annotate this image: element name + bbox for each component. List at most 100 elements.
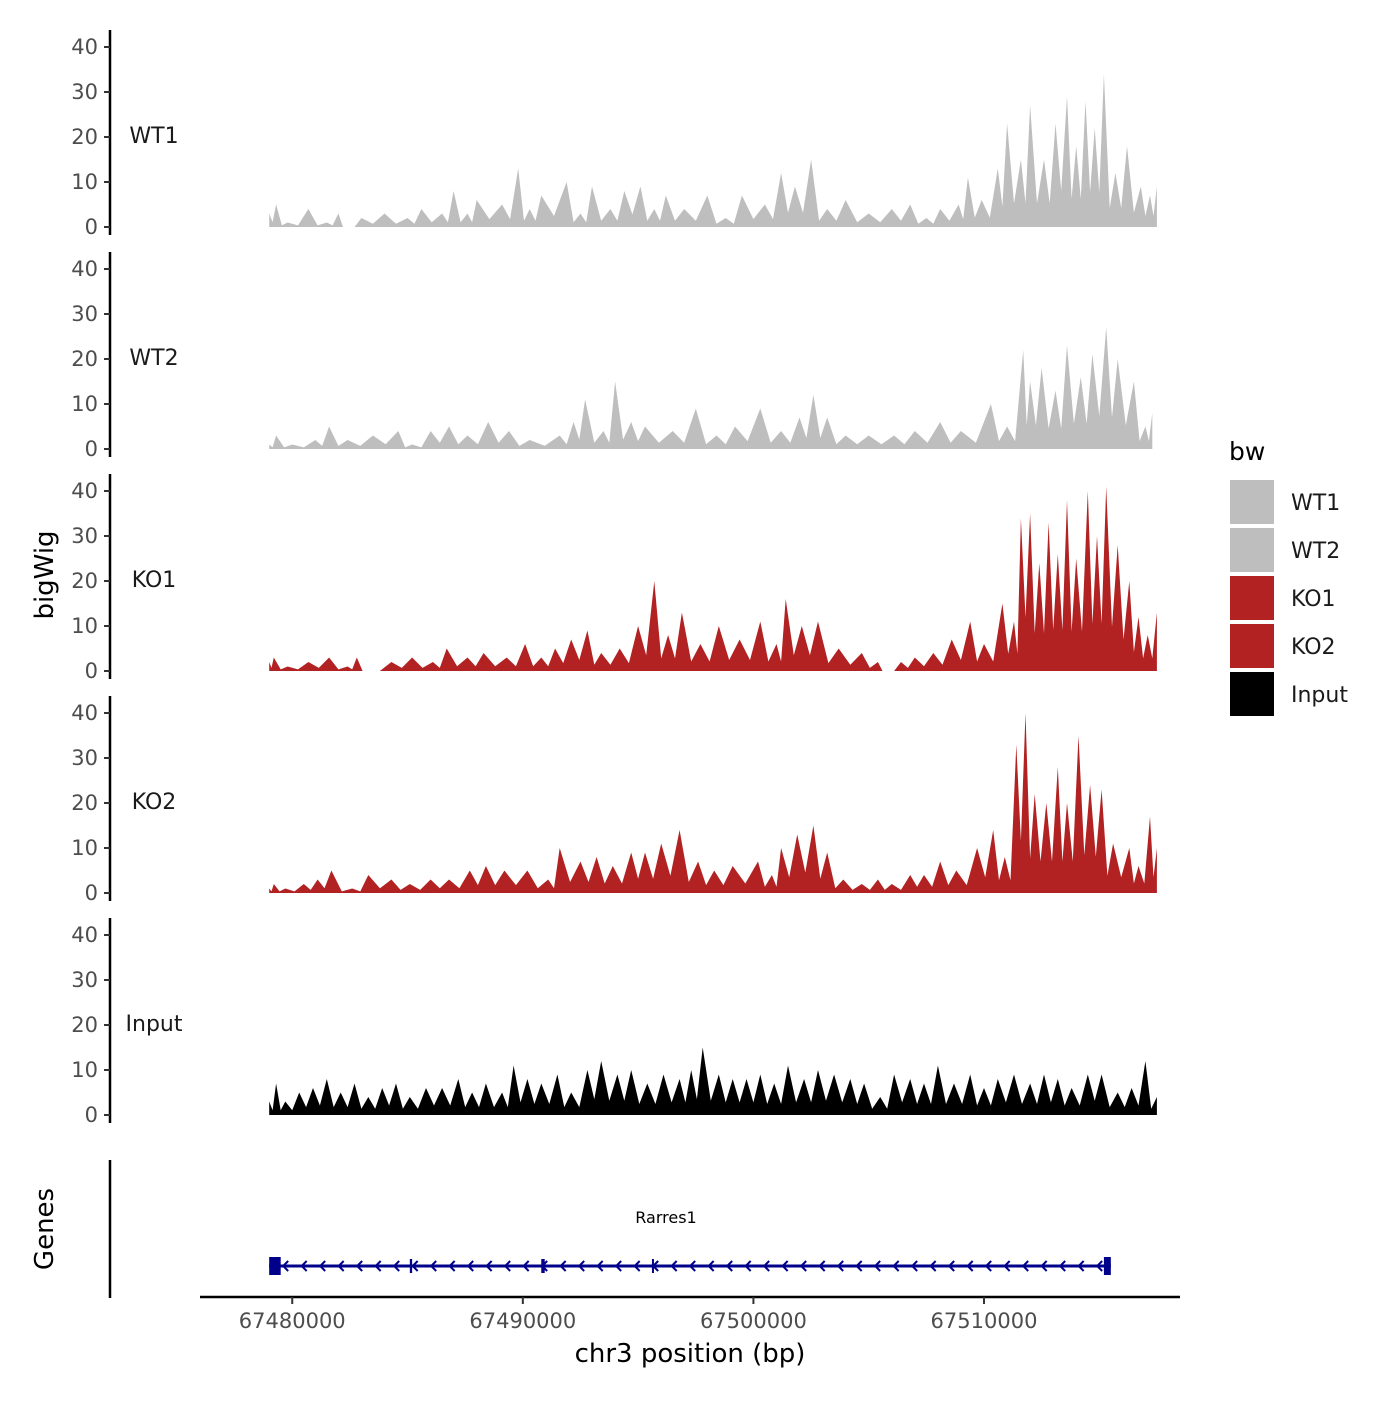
area-wt1 — [269, 74, 1157, 227]
y-tick-label-input-30: 30 — [71, 968, 98, 992]
y-tick-label-wt1-20: 20 — [71, 125, 98, 149]
track-label-input: Input — [126, 1012, 183, 1037]
strand-arrow — [762, 1260, 770, 1272]
strand-arrow — [873, 1260, 881, 1272]
y-tick-label-input-40: 40 — [71, 923, 98, 947]
strand-arrow — [966, 1260, 974, 1272]
strand-arrow — [559, 1260, 567, 1272]
gene-name-label: Rarres1 — [635, 1208, 696, 1227]
y-axis-title-bigwig: bigWig — [30, 530, 60, 619]
strand-arrow — [429, 1260, 437, 1272]
y-tick-label-ko2-30: 30 — [71, 746, 98, 770]
track-label-wt1: WT1 — [129, 124, 178, 149]
y-tick-label-input-0: 0 — [85, 1103, 98, 1127]
legend-label-wt2: WT2 — [1291, 539, 1340, 564]
strand-arrow — [947, 1260, 955, 1272]
track-ko1: 0 10 20 30 40 KO1 — [71, 474, 1157, 683]
legend-label-input: Input — [1291, 683, 1348, 708]
strand-arrow — [392, 1260, 400, 1272]
legend-key-ko1 — [1230, 576, 1274, 620]
strand-arrow — [614, 1260, 622, 1272]
y-tick-label-ko1-0: 0 — [85, 659, 98, 683]
strand-arrow — [577, 1260, 585, 1272]
track-wt2: 0 10 20 30 40 WT2 — [71, 252, 1153, 461]
legend-key-wt1 — [1230, 480, 1274, 524]
area-ko1 — [269, 486, 1157, 671]
x-axis: 67480000 67490000 67500000 67510000 — [200, 1295, 1180, 1333]
strand-arrow — [281, 1260, 289, 1272]
gene-track: Rarres1 — [108, 1160, 1111, 1298]
strand-arrow — [836, 1260, 844, 1272]
strand-arrow — [374, 1260, 382, 1272]
y-tick-label-wt1-40: 40 — [71, 35, 98, 59]
strand-arrow — [411, 1260, 419, 1272]
strand-arrow — [855, 1260, 863, 1272]
strand-arrow — [781, 1260, 789, 1272]
y-tick-label-ko1-10: 10 — [71, 614, 98, 638]
strand-arrow — [910, 1260, 918, 1272]
legend-key-wt2 — [1230, 528, 1274, 572]
strand-arrow — [318, 1260, 326, 1272]
legend-key-input — [1230, 672, 1274, 716]
y-tick-label-wt2-0: 0 — [85, 437, 98, 461]
strand-arrow — [300, 1260, 308, 1272]
legend-label-wt1: WT1 — [1291, 491, 1340, 516]
strand-arrow — [744, 1260, 752, 1272]
y-tick-label-wt1-30: 30 — [71, 80, 98, 104]
track-wt1: 0 10 20 30 40 WT1 — [71, 30, 1157, 239]
x-tick-label-67490000: 67490000 — [469, 1309, 576, 1333]
tracks-layer: 0 10 20 30 40 WT1 0 10 20 30 40 WT2 0 10 20 30 40 KO1 0 10 2… — [71, 30, 1157, 1127]
area-input — [269, 1047, 1157, 1115]
legend-label-ko2: KO2 — [1291, 635, 1336, 660]
strand-arrow — [892, 1260, 900, 1272]
strand-arrow — [1077, 1260, 1085, 1272]
x-tick-label-67480000: 67480000 — [239, 1309, 346, 1333]
y-axis-title-genes: Genes — [30, 1188, 60, 1270]
strand-arrow — [522, 1260, 530, 1272]
y-tick-label-ko1-40: 40 — [71, 479, 98, 503]
strand-arrow — [1003, 1260, 1011, 1272]
strand-arrow — [466, 1260, 474, 1272]
strand-arrow — [725, 1260, 733, 1272]
strand-arrow — [355, 1260, 363, 1272]
strand-arrow — [633, 1260, 641, 1272]
y-tick-label-input-20: 20 — [71, 1013, 98, 1037]
strand-arrow — [1058, 1260, 1066, 1272]
y-tick-label-ko1-30: 30 — [71, 524, 98, 548]
area-wt2 — [269, 327, 1153, 449]
y-tick-label-wt2-10: 10 — [71, 392, 98, 416]
track-label-ko1: KO1 — [132, 568, 177, 593]
gene-exon-1 — [409, 1259, 413, 1273]
gene-exon-3 — [651, 1259, 654, 1273]
y-tick-label-input-10: 10 — [71, 1058, 98, 1082]
y-tick-label-ko1-20: 20 — [71, 569, 98, 593]
legend: bw WT1 WT2 KO1 KO2 Input — [1229, 437, 1348, 716]
strand-arrow — [596, 1260, 604, 1272]
strand-arrow — [929, 1260, 937, 1272]
strand-arrow — [670, 1260, 678, 1272]
y-tick-label-wt2-30: 30 — [71, 302, 98, 326]
track-label-ko2: KO2 — [132, 790, 177, 815]
legend-title: bw — [1229, 437, 1265, 466]
strand-arrow — [707, 1260, 715, 1272]
gene-exon-4 — [1103, 1257, 1111, 1275]
y-tick-label-wt2-20: 20 — [71, 347, 98, 371]
y-tick-label-wt1-0: 0 — [85, 215, 98, 239]
gene-exon-0 — [269, 1257, 281, 1275]
x-axis-title: chr3 position (bp) — [575, 1339, 806, 1369]
strand-arrow — [799, 1260, 807, 1272]
strand-arrow — [984, 1260, 992, 1272]
strand-arrow — [337, 1260, 345, 1272]
strand-arrow — [818, 1260, 826, 1272]
x-tick-label-67510000: 67510000 — [931, 1309, 1038, 1333]
y-tick-label-ko2-10: 10 — [71, 836, 98, 860]
legend-label-ko1: KO1 — [1291, 587, 1336, 612]
y-tick-label-ko2-20: 20 — [71, 791, 98, 815]
strand-arrow — [448, 1260, 456, 1272]
strand-arrow — [485, 1260, 493, 1272]
track-ko2: 0 10 20 30 40 KO2 — [71, 696, 1157, 905]
area-ko2 — [269, 713, 1157, 893]
track-label-wt2: WT2 — [129, 346, 178, 371]
y-tick-label-ko2-0: 0 — [85, 881, 98, 905]
